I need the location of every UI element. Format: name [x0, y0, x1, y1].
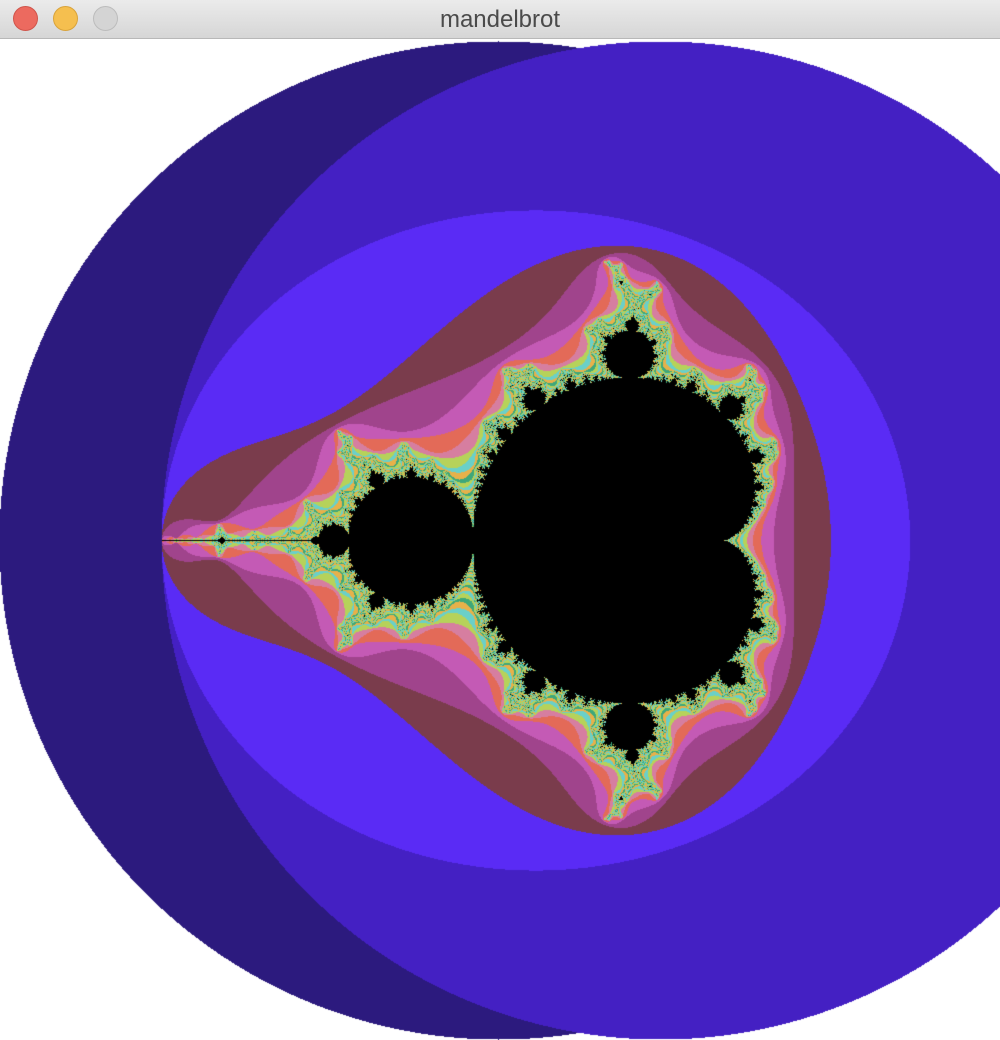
window-title: mandelbrot	[439, 6, 561, 33]
minimize-icon[interactable]	[53, 6, 78, 31]
zoom-icon[interactable]	[93, 6, 118, 31]
close-icon[interactable]	[13, 6, 38, 31]
mandelbrot-canvas[interactable]	[0, 39, 1000, 1040]
fractal-canvas-area[interactable]	[0, 39, 1000, 1040]
title-bar[interactable]: mandelbrot	[0, 0, 1000, 39]
